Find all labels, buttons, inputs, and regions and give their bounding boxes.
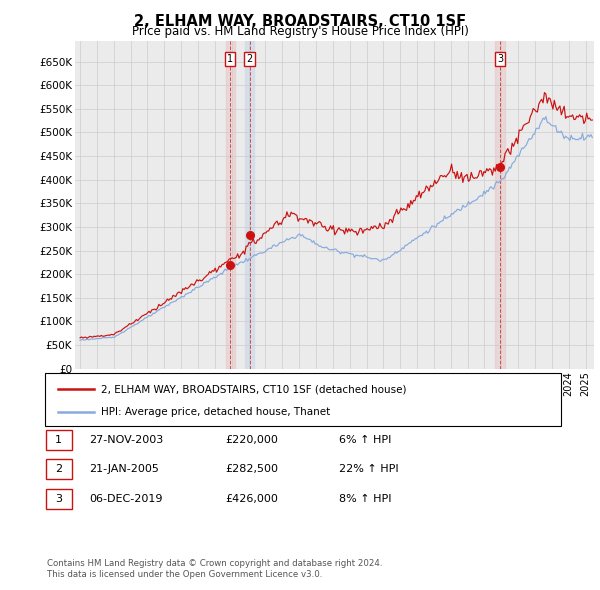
Text: 1: 1 <box>227 54 233 64</box>
Text: £220,000: £220,000 <box>225 435 278 444</box>
Text: 6% ↑ HPI: 6% ↑ HPI <box>339 435 391 444</box>
Text: 1: 1 <box>55 435 62 444</box>
Text: 27-NOV-2003: 27-NOV-2003 <box>89 435 163 444</box>
Text: 3: 3 <box>497 54 503 64</box>
Text: 06-DEC-2019: 06-DEC-2019 <box>89 494 162 503</box>
Text: Contains HM Land Registry data © Crown copyright and database right 2024.
This d: Contains HM Land Registry data © Crown c… <box>47 559 382 579</box>
Text: Price paid vs. HM Land Registry's House Price Index (HPI): Price paid vs. HM Land Registry's House … <box>131 25 469 38</box>
Text: 8% ↑ HPI: 8% ↑ HPI <box>339 494 391 503</box>
Text: 2: 2 <box>55 464 62 474</box>
Text: 2, ELHAM WAY, BROADSTAIRS, CT10 1SF: 2, ELHAM WAY, BROADSTAIRS, CT10 1SF <box>134 14 466 28</box>
Text: 2: 2 <box>247 54 253 64</box>
Text: 21-JAN-2005: 21-JAN-2005 <box>89 464 158 474</box>
Text: 2, ELHAM WAY, BROADSTAIRS, CT10 1SF (detached house): 2, ELHAM WAY, BROADSTAIRS, CT10 1SF (det… <box>101 385 407 394</box>
Bar <box>496 41 505 369</box>
Bar <box>226 41 235 369</box>
Text: 22% ↑ HPI: 22% ↑ HPI <box>339 464 398 474</box>
Text: £426,000: £426,000 <box>225 494 278 503</box>
Text: HPI: Average price, detached house, Thanet: HPI: Average price, detached house, Than… <box>101 407 331 417</box>
Text: £282,500: £282,500 <box>225 464 278 474</box>
Bar <box>245 41 254 369</box>
Text: 3: 3 <box>55 494 62 503</box>
